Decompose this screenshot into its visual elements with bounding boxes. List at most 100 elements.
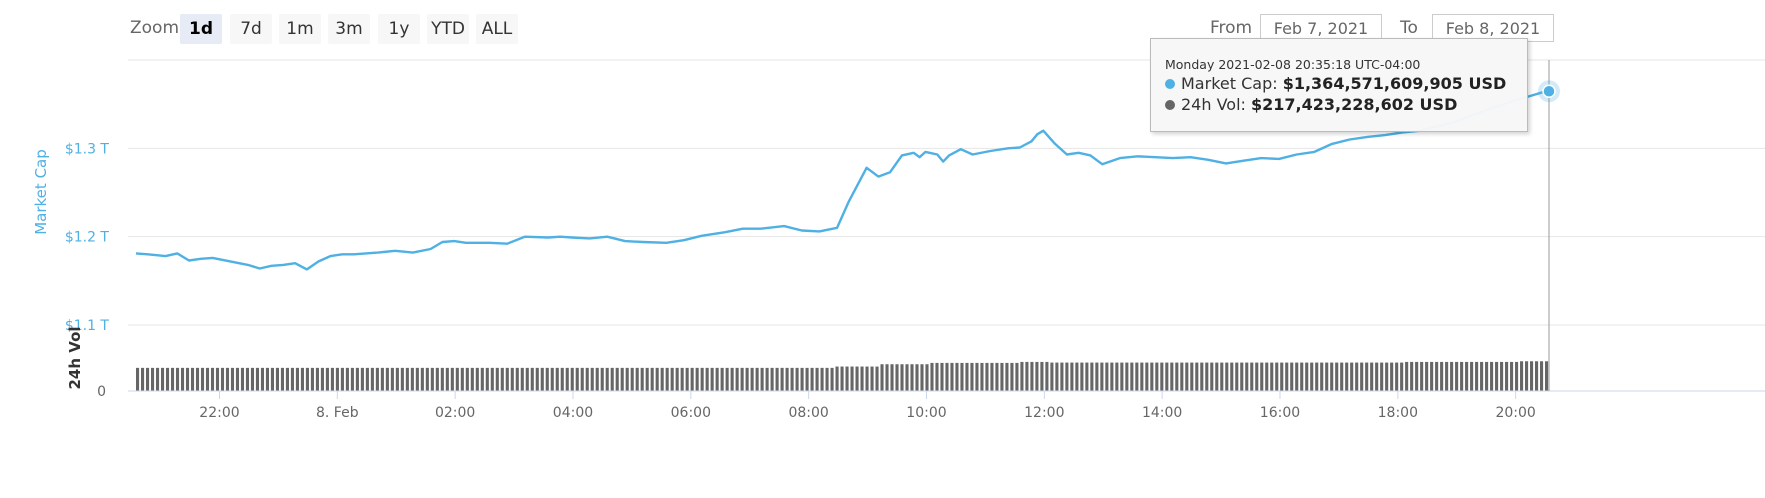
volume-bar [576, 368, 579, 391]
volume-bar [1425, 362, 1428, 391]
volume-bar [1175, 363, 1178, 391]
volume-bar [296, 368, 299, 391]
volume-bar [521, 368, 524, 391]
x-tick-label: 22:00 [199, 405, 239, 421]
volume-bar [1530, 361, 1533, 391]
volume-bar [895, 364, 898, 391]
volume-bar [516, 368, 519, 391]
volume-bar [1430, 362, 1433, 391]
volume-bar [905, 364, 908, 391]
volume-bar [965, 363, 968, 391]
volume-bar [1495, 362, 1498, 391]
volume-bar [336, 368, 339, 391]
tooltip-date: Monday 2021-02-08 20:35:18 UTC-04:00 [1165, 57, 1513, 72]
volume-bar [980, 363, 983, 391]
volume-bar [326, 368, 329, 391]
volume-bar [1195, 363, 1198, 391]
volume-bar [970, 363, 973, 391]
volume-bar [1125, 363, 1128, 391]
volume-bar [1310, 363, 1313, 391]
volume-bar [1025, 362, 1028, 391]
volume-bar [831, 368, 834, 391]
volume-bar [651, 368, 654, 391]
volume-bar [636, 368, 639, 391]
volume-bar [1290, 363, 1293, 391]
volume-bar [716, 368, 719, 391]
volume-bar [915, 364, 918, 391]
volume-bar [1210, 363, 1213, 391]
volume-bar [216, 368, 219, 391]
x-tick-label: 04:00 [553, 405, 593, 421]
volume-bar [1080, 363, 1083, 391]
volume-bar [1505, 362, 1508, 391]
volume-bar [1220, 363, 1223, 391]
volume-bar [376, 368, 379, 391]
volume-bar [1145, 363, 1148, 391]
volume-bar [836, 367, 839, 391]
volume-bar [1170, 363, 1173, 391]
volume-bar [860, 367, 863, 391]
volume-bar [221, 368, 224, 391]
volume-bar [776, 368, 779, 391]
volume-bar [1400, 363, 1403, 391]
volume-bar [316, 368, 319, 391]
volume-bar [471, 368, 474, 391]
volume-bar [1105, 363, 1108, 391]
volume-bar [1055, 363, 1058, 391]
volume-bar [771, 368, 774, 391]
volume-bar [666, 368, 669, 391]
tooltip-volume-row: 24h Vol: $217,423,228,602 USD [1165, 95, 1513, 114]
volume-bar [286, 368, 289, 391]
tooltip-market-cap-value: $1,364,571,609,905 USD [1283, 74, 1507, 93]
volume-bar [1345, 363, 1348, 391]
volume-bar [626, 368, 629, 391]
volume-bar [416, 368, 419, 391]
volume-bar [1235, 363, 1238, 391]
volume-bar [1510, 362, 1513, 391]
volume-bar [756, 368, 759, 391]
volume-bar [616, 368, 619, 391]
volume-bar [1515, 362, 1518, 391]
volume-bar [191, 368, 194, 391]
volume-bar [1000, 363, 1003, 391]
volume-bar [1180, 363, 1183, 391]
volume-bar [1205, 363, 1208, 391]
volume-bar [935, 363, 938, 391]
volume-bar [256, 368, 259, 391]
volume-bar [176, 368, 179, 391]
volume-bar [1265, 363, 1268, 391]
market-cap-tick-label: $1.2 T [65, 230, 110, 246]
volume-bar [1010, 363, 1013, 391]
volume-bar [1450, 362, 1453, 391]
volume-bar [736, 368, 739, 391]
volume-bar [1300, 363, 1303, 391]
volume-bar [811, 368, 814, 391]
volume-bar [751, 368, 754, 391]
volume-bar [910, 364, 913, 391]
volume-bar [231, 368, 234, 391]
volume-bar [801, 368, 804, 391]
market-cap-dot-icon [1165, 79, 1175, 89]
volume-bar [601, 368, 604, 391]
volume-bar [631, 368, 634, 391]
volume-bar [401, 368, 404, 391]
volume-bar [406, 368, 409, 391]
volume-bar [1545, 361, 1548, 391]
volume-bar [1140, 363, 1143, 391]
volume-bar [136, 368, 139, 391]
volume-bar [436, 368, 439, 391]
volume-bar [396, 368, 399, 391]
volume-bar [676, 368, 679, 391]
x-tick-label: 02:00 [435, 405, 475, 421]
volume-bar [271, 368, 274, 391]
volume-bar [246, 368, 249, 391]
volume-bar [156, 368, 159, 391]
volume-bar [1455, 362, 1458, 391]
volume-axis-title: 24h Vol [66, 326, 84, 389]
volume-bar [171, 368, 174, 391]
volume-bar [201, 368, 204, 391]
volume-bar [1365, 363, 1368, 391]
volume-bar [186, 368, 189, 391]
volume-bar [1445, 362, 1448, 391]
volume-tick-label: 0 [97, 384, 106, 400]
